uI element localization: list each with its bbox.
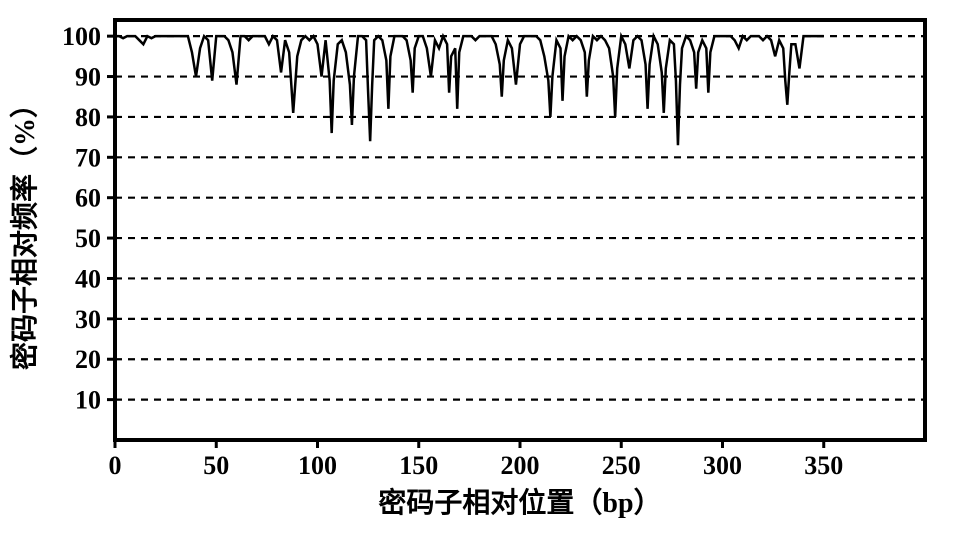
- xtick-label: 0: [109, 451, 122, 480]
- ytick-label: 100: [62, 22, 101, 51]
- xtick-label: 100: [298, 451, 337, 480]
- x-axis-title: 密码子相对位置（bp）: [378, 486, 661, 519]
- xtick-label: 150: [399, 451, 438, 480]
- xtick-label: 250: [602, 451, 641, 480]
- xtick-label: 300: [703, 451, 742, 480]
- ytick-label: 20: [75, 345, 101, 374]
- xtick-label: 350: [804, 451, 843, 480]
- ytick-label: 80: [75, 103, 101, 132]
- ytick-label: 70: [75, 143, 101, 172]
- xtick-label: 200: [501, 451, 540, 480]
- ytick-label: 40: [75, 264, 101, 293]
- codon-frequency-chart: 10 20 30 40 50 60 70 80 90 100 0 50 100 150 200 250 300 3…: [0, 0, 954, 546]
- xtick-label: 50: [203, 451, 229, 480]
- ytick-label: 30: [75, 305, 101, 334]
- ytick-label: 90: [75, 63, 101, 92]
- ytick-label: 50: [75, 224, 101, 253]
- ytick-label: 10: [75, 386, 101, 415]
- ytick-label: 60: [75, 184, 101, 213]
- y-axis-title: 密码子相对频率（%）: [8, 90, 41, 370]
- chart-container: 10 20 30 40 50 60 70 80 90 100 0 50 100 150 200 250 300 3…: [0, 0, 954, 546]
